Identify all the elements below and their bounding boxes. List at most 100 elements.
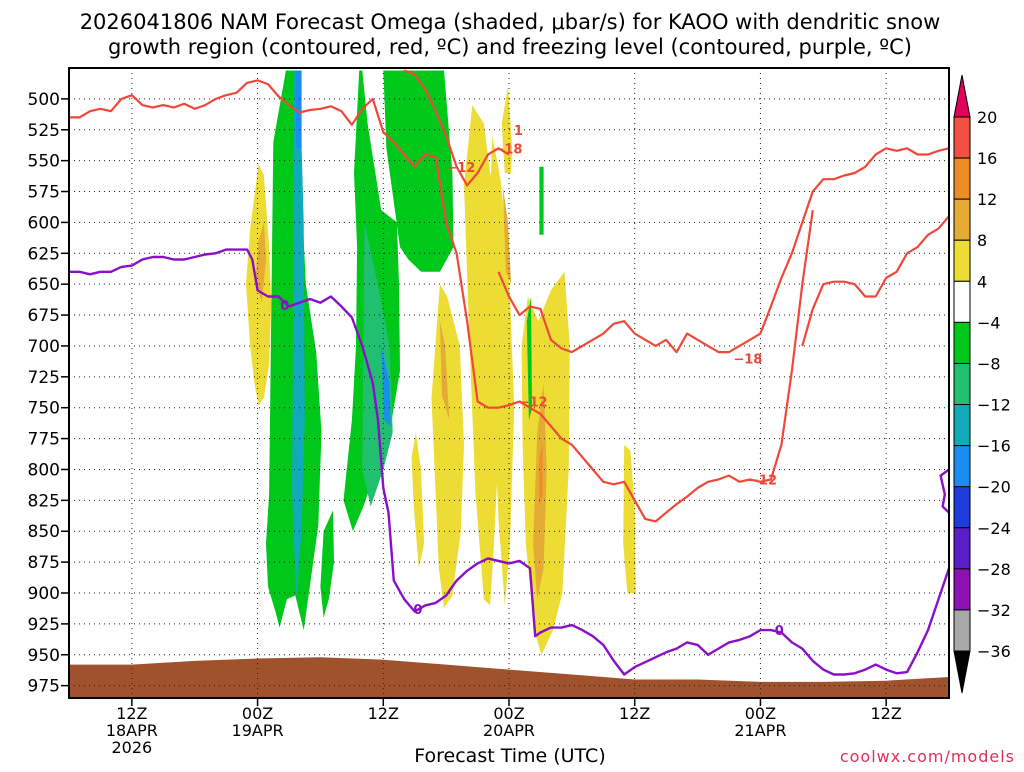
y-tick-label: 925 <box>28 615 60 635</box>
omega-region <box>439 321 450 421</box>
dgz-contour-line <box>69 79 436 168</box>
x-tick-label: 12Z <box>619 704 650 723</box>
plot-area: 0 0 0 −12 −18 −12 −18 −12 1 <box>68 67 950 699</box>
y-axis: 500 525 550 575 600 625 650 675 700 725 750 775 800 8… <box>28 90 69 697</box>
colorbar-label: 8 <box>977 231 987 250</box>
omega-region <box>526 296 532 421</box>
omega-region <box>361 173 367 223</box>
y-tick-label: 525 <box>28 121 60 141</box>
y-tick-label: 900 <box>28 584 60 604</box>
contour-label: −12 <box>519 396 548 411</box>
omega-region <box>383 70 454 272</box>
colorbar-swatch <box>953 198 971 241</box>
omega-region <box>623 444 636 593</box>
colorbar: 20 16 12 8 4 −4 −8 −12 −16 −20 −24 −28 −32 −36 <box>953 74 1011 694</box>
x-tick-label: 12Z <box>116 704 147 723</box>
x-tick-label: 00Z <box>493 704 524 723</box>
x-tick-label: 19APR <box>232 721 284 740</box>
freezing-level-line <box>939 468 949 514</box>
x-tick-label: 12Z <box>870 704 901 723</box>
y-tick-label: 675 <box>28 306 60 326</box>
x-tick-label: 00Z <box>745 704 776 723</box>
contours <box>69 69 949 676</box>
y-tick-label: 650 <box>28 275 60 295</box>
colorbar-swatch <box>953 404 971 447</box>
site-credit: coolwx.com/models <box>840 747 1015 766</box>
x-tick-label: 12Z <box>368 704 399 723</box>
colorbar-label: 16 <box>977 149 997 168</box>
contour-label: −18 <box>493 142 522 157</box>
grid-lines <box>69 68 949 698</box>
omega-region <box>320 510 334 618</box>
chart-title-line2: growth region (contoured, red, ºC) and f… <box>108 35 912 59</box>
dgz-contour-line <box>497 147 949 354</box>
dgz-contour-line <box>801 215 949 347</box>
contour-label: −12 <box>748 473 777 488</box>
contour-label: 0 <box>413 603 422 618</box>
colorbar-swatch <box>953 527 971 570</box>
y-tick-label: 975 <box>28 677 60 697</box>
contour-label: −18 <box>733 352 762 367</box>
colorbar-label: −20 <box>977 478 1011 497</box>
colorbar-label: −12 <box>977 396 1011 415</box>
y-tick-label: 875 <box>28 553 60 573</box>
colorbar-swatch <box>953 239 971 282</box>
contour-label: 1 <box>514 124 523 139</box>
x-tick-label: 2026 <box>111 738 152 757</box>
omega-region <box>539 444 543 507</box>
terrain-fill <box>69 657 949 698</box>
colorbar-swatch <box>953 486 971 529</box>
colorbar-label: −8 <box>977 354 1001 373</box>
colorbar-swatch <box>953 321 971 364</box>
omega-region <box>381 345 391 427</box>
contour-label: 0 <box>775 624 784 639</box>
y-tick-label: 750 <box>28 399 60 419</box>
colorbar-bottom-triangle <box>953 650 971 694</box>
colorbar-label: −36 <box>977 642 1011 661</box>
omega-region <box>431 284 464 608</box>
colorbar-label: 20 <box>977 108 997 127</box>
colorbar-swatch <box>953 568 971 611</box>
terrain-ground <box>69 657 949 698</box>
omega-shading <box>246 70 636 655</box>
y-tick-label: 600 <box>28 213 60 233</box>
contour-label: 0 <box>280 299 289 314</box>
colorbar-swatch <box>953 157 971 200</box>
colorbar-swatch <box>953 280 971 323</box>
colorbar-label: −16 <box>977 437 1011 456</box>
colorbar-label: 4 <box>977 272 987 291</box>
colorbar-label: −28 <box>977 560 1011 579</box>
contour-label: −12 <box>446 161 475 176</box>
colorbar-swatch <box>953 445 971 488</box>
y-tick-label: 825 <box>28 491 60 511</box>
freezing-level-line <box>69 248 949 676</box>
y-tick-label: 625 <box>28 244 60 264</box>
y-tick-label: 575 <box>28 183 60 203</box>
y-tick-label: 725 <box>28 368 60 388</box>
dgz-contour-line <box>434 156 814 523</box>
omega-region <box>362 222 393 507</box>
colorbar-label: −24 <box>977 519 1011 538</box>
omega-region <box>295 70 302 149</box>
y-tick-label: 550 <box>28 152 60 172</box>
omega-region <box>539 166 544 235</box>
y-tick-label: 700 <box>28 337 60 357</box>
y-tick-label: 800 <box>28 460 60 480</box>
y-tick-label: 500 <box>28 90 60 110</box>
y-tick-label: 850 <box>28 522 60 542</box>
x-tick-label: 20APR <box>483 721 535 740</box>
colorbar-label: −32 <box>977 601 1011 620</box>
omega-region <box>502 185 512 285</box>
omega-region <box>411 432 425 569</box>
contour-labels: 0 0 0 −12 −18 −12 −18 −12 1 <box>280 124 784 639</box>
y-tick-label: 775 <box>28 430 60 450</box>
colorbar-swatch <box>953 609 971 652</box>
y-tick-label: 950 <box>28 646 60 666</box>
x-tick-label: 18APR <box>106 721 158 740</box>
x-tick-label: 21APR <box>734 721 786 740</box>
chart-title-line1: 2026041806 NAM Forecast Omega (shaded, μ… <box>80 10 941 34</box>
colorbar-label: 12 <box>977 190 997 209</box>
